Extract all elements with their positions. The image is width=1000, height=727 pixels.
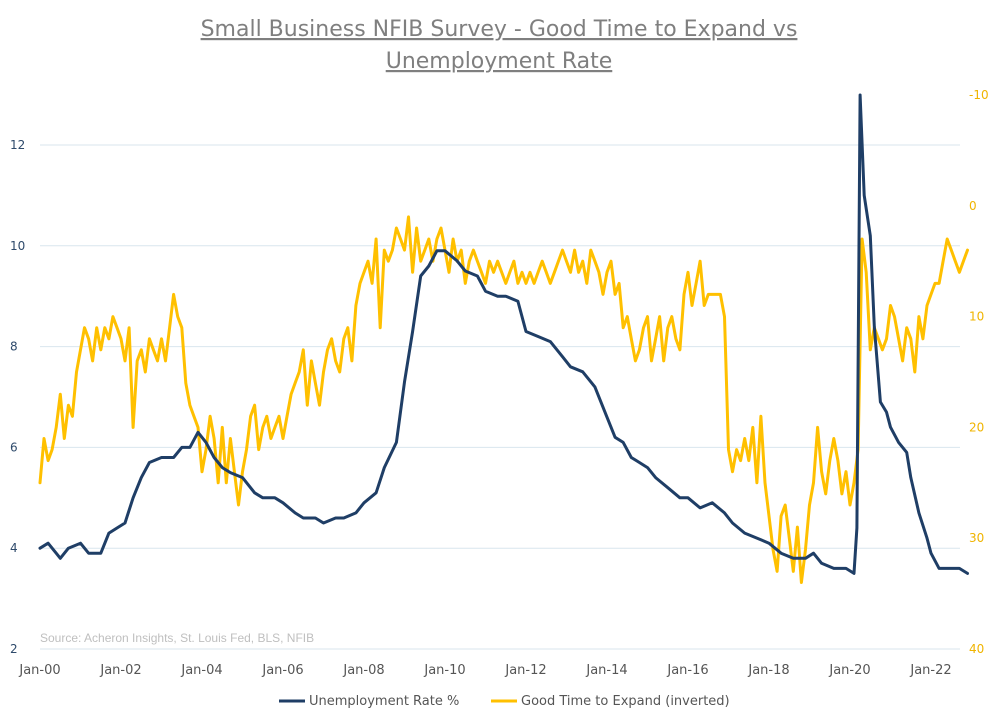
y-left-tick-10: 10 <box>10 239 25 253</box>
series-layer <box>38 93 969 584</box>
x-tick-Jan-20: Jan-20 <box>828 663 870 678</box>
y-axis-left: 2 4 6 8 10 12 <box>10 138 25 656</box>
x-tick-Jan-02: Jan-02 <box>99 663 141 678</box>
y-axis-right: -10 0 10 20 30 40 <box>969 88 989 656</box>
legend-label-unemployment: Unemployment Rate % <box>309 694 459 709</box>
x-tick-Jan-18: Jan-18 <box>747 663 789 678</box>
x-tick-Jan-16: Jan-16 <box>666 663 708 678</box>
grid <box>40 144 960 650</box>
series-line-expand <box>38 215 969 584</box>
chart-title-line-1: Small Business NFIB Survey - Good Time t… <box>201 17 798 42</box>
x-tick-Jan-10: Jan-10 <box>423 663 465 678</box>
y-right-tick-0: 0 <box>969 199 977 213</box>
x-tick-Jan-12: Jan-12 <box>504 663 546 678</box>
x-tick-Jan-06: Jan-06 <box>261 663 303 678</box>
y-left-tick-12: 12 <box>10 138 25 152</box>
y-right-tick-20: 20 <box>969 420 984 434</box>
source-note: Source: Acheron Insights, St. Louis Fed,… <box>40 631 314 645</box>
y-left-tick-8: 8 <box>10 340 18 354</box>
series-line-unemployment <box>38 93 969 575</box>
y-right-tick--10: -10 <box>969 88 989 102</box>
x-tick-Jan-00: Jan-00 <box>18 663 60 678</box>
chart-title: Small Business NFIB Survey - Good Time t… <box>201 17 798 74</box>
y-right-tick-10: 10 <box>969 310 984 324</box>
x-axis: Jan-00 Jan-02 Jan-04 Jan-06 Jan-08 Jan-10 Jan-… <box>18 663 951 678</box>
y-right-tick-40: 40 <box>969 642 984 656</box>
x-tick-Jan-22: Jan-22 <box>909 663 951 678</box>
x-tick-Jan-08: Jan-08 <box>342 663 384 678</box>
y-left-tick-4: 4 <box>10 541 18 555</box>
x-tick-Jan-04: Jan-04 <box>180 663 222 678</box>
y-left-tick-6: 6 <box>10 440 18 454</box>
legend: Unemployment Rate % Good Time to Expand … <box>279 694 730 709</box>
x-tick-Jan-14: Jan-14 <box>585 663 627 678</box>
legend-label-expand: Good Time to Expand (inverted) <box>521 694 730 709</box>
y-right-tick-30: 30 <box>969 531 984 545</box>
y-left-tick-2: 2 <box>10 642 18 656</box>
chart-title-line-2: Unemployment Rate <box>386 49 613 74</box>
